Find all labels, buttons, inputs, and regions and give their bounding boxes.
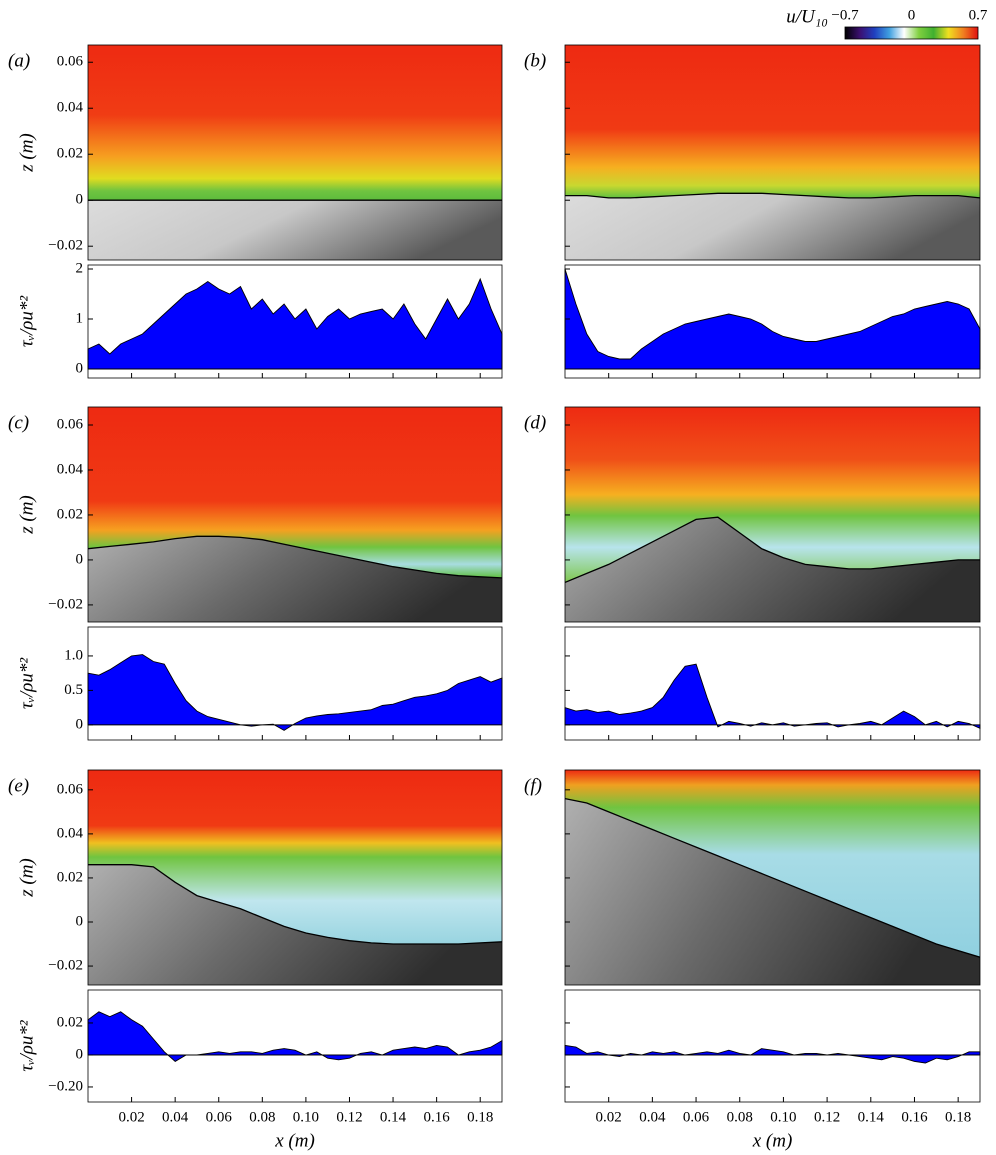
x-tick-label: 0.10 bbox=[770, 1109, 796, 1125]
panel-frame bbox=[87, 44, 503, 261]
x-tick-label: 0.10 bbox=[293, 1109, 319, 1125]
water-surface bbox=[565, 192, 980, 199]
x-tick-label: 0.12 bbox=[814, 1109, 840, 1125]
y-axis-label: z (m) bbox=[16, 858, 37, 898]
y-tick-label: 0.04 bbox=[57, 461, 84, 477]
y-tick-label: 0.02 bbox=[57, 869, 83, 885]
air-velocity-field bbox=[88, 45, 502, 201]
panel-label: (d) bbox=[524, 412, 546, 433]
y-tick-label: 0 bbox=[76, 1046, 84, 1062]
y-tick-label: 0.04 bbox=[57, 100, 84, 116]
x-tick-label: 0.08 bbox=[727, 1109, 753, 1125]
y-axis-label: z (m) bbox=[16, 133, 37, 173]
y-axis-label: τᵥ/ρu*² bbox=[16, 658, 37, 710]
stress-area bbox=[564, 268, 981, 370]
y-tick-label: 0 bbox=[76, 551, 84, 567]
y-tick-label: −0.02 bbox=[48, 957, 83, 973]
x-tick-label: 0.18 bbox=[945, 1109, 971, 1125]
air-velocity-field bbox=[88, 407, 502, 578]
y-tick-label: −0.02 bbox=[48, 596, 83, 612]
x-tick-label: 0.18 bbox=[467, 1109, 493, 1125]
panel-frame bbox=[564, 989, 981, 1103]
panel-frame bbox=[564, 626, 981, 741]
field-panel bbox=[565, 770, 980, 985]
x-tick-label: 0.16 bbox=[424, 1109, 451, 1125]
water bbox=[565, 798, 980, 985]
x-tick-label: 0.14 bbox=[858, 1109, 885, 1125]
water bbox=[88, 864, 502, 985]
stress-area bbox=[87, 654, 503, 731]
air-velocity-field bbox=[565, 407, 980, 583]
water-surface bbox=[565, 516, 980, 584]
panel-frame bbox=[564, 44, 981, 261]
water bbox=[565, 193, 980, 260]
y-tick-label: 0 bbox=[76, 192, 84, 208]
x-axis-label: x (m) bbox=[274, 1130, 315, 1151]
stress-area bbox=[564, 663, 981, 729]
colorbar bbox=[844, 26, 979, 40]
panel-frame bbox=[87, 989, 503, 1103]
panel-label: (b) bbox=[524, 50, 546, 71]
y-tick-label: 0.5 bbox=[64, 682, 83, 698]
y-tick-label: 1 bbox=[76, 310, 84, 326]
y-tick-label: 0 bbox=[76, 360, 84, 376]
x-tick-label: 0.04 bbox=[162, 1109, 189, 1125]
y-tick-label: −0.02 bbox=[48, 238, 83, 254]
y-tick-label: 0.04 bbox=[57, 825, 84, 841]
field-panel bbox=[565, 45, 980, 260]
x-tick-label: 0.02 bbox=[596, 1109, 622, 1125]
field-panel bbox=[88, 45, 502, 260]
panel-frame bbox=[564, 264, 981, 379]
y-tick-label: 0 bbox=[76, 716, 84, 732]
x-tick-label: 0.14 bbox=[380, 1109, 407, 1125]
water-surface bbox=[88, 864, 502, 945]
water-surface bbox=[88, 535, 502, 579]
y-tick-label: 0.02 bbox=[57, 146, 83, 162]
field-panel bbox=[88, 770, 502, 985]
panel-label: (e) bbox=[8, 775, 29, 796]
y-tick-label: 0.02 bbox=[57, 506, 83, 522]
x-tick-label: 0.16 bbox=[901, 1109, 928, 1125]
y-tick-label: 0.02 bbox=[57, 1014, 83, 1030]
air-velocity-field bbox=[565, 770, 980, 958]
stress-area bbox=[87, 277, 503, 370]
x-tick-label: 0.02 bbox=[118, 1109, 144, 1125]
panel-label: (f) bbox=[524, 775, 542, 796]
water bbox=[88, 200, 502, 260]
x-tick-label: 0.08 bbox=[249, 1109, 275, 1125]
x-tick-label: 0.06 bbox=[206, 1109, 233, 1125]
y-tick-label: 0.06 bbox=[57, 416, 84, 432]
y-tick-label: 0.06 bbox=[57, 54, 84, 70]
colorbar-tick-label: 0.7 bbox=[969, 7, 988, 23]
y-tick-label: −0.20 bbox=[48, 1078, 83, 1094]
stress-area bbox=[564, 1044, 981, 1064]
colorbar-label: u/U₁₀ bbox=[786, 6, 828, 27]
y-tick-label: 2 bbox=[76, 260, 84, 276]
stress-area bbox=[87, 1011, 503, 1062]
y-tick-label: 0.06 bbox=[57, 781, 84, 797]
x-tick-label: 0.12 bbox=[336, 1109, 362, 1125]
colorbar-tick-label: −0.7 bbox=[831, 7, 859, 23]
field-panel bbox=[565, 407, 980, 622]
water bbox=[565, 517, 980, 622]
water-surface bbox=[565, 797, 980, 958]
x-tick-label: 0.04 bbox=[639, 1109, 666, 1125]
water bbox=[88, 536, 502, 622]
y-axis-label: z (m) bbox=[16, 495, 37, 535]
panel-label: (c) bbox=[8, 412, 29, 433]
field-panel bbox=[88, 407, 502, 622]
y-tick-label: 1.0 bbox=[64, 647, 83, 663]
panel-frame bbox=[87, 626, 503, 741]
colorbar-tick-label: 0 bbox=[908, 7, 916, 23]
air-velocity-field bbox=[565, 45, 980, 198]
panel-label: (a) bbox=[8, 50, 30, 71]
panel-frame bbox=[87, 264, 503, 379]
y-axis-label: τᵥ/ρu*² bbox=[16, 296, 37, 348]
x-axis-label: x (m) bbox=[752, 1130, 793, 1151]
y-tick-label: 0 bbox=[76, 913, 84, 929]
y-axis-label: τᵥ/ρu*² bbox=[16, 1020, 37, 1072]
x-tick-label: 0.06 bbox=[683, 1109, 710, 1125]
air-velocity-field bbox=[88, 770, 502, 944]
